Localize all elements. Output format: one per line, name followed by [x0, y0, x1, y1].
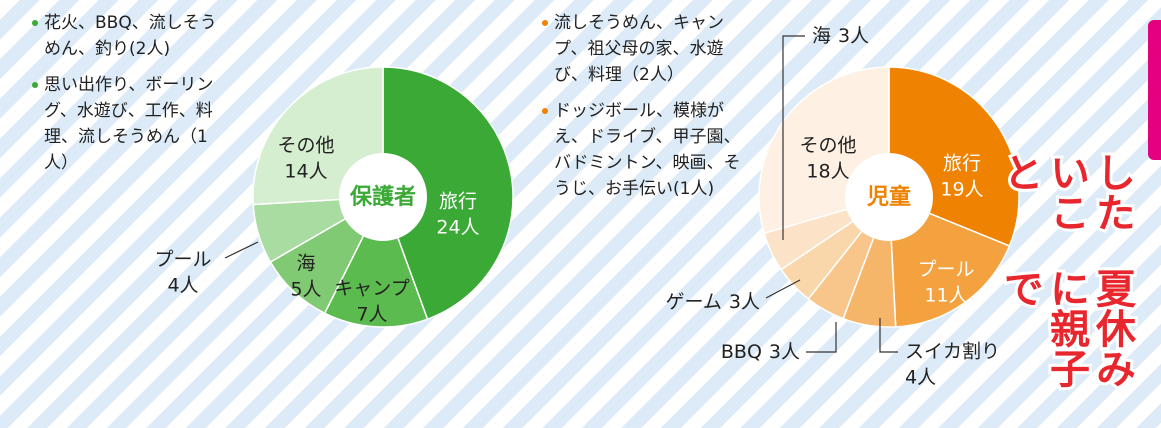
note: 流しそうめん、キャンプ、祖父母の家、水遊び、料理（2人）	[540, 10, 745, 88]
title: 夏休みに親子で したいこと	[994, 12, 1138, 428]
category-label: キャンプ	[334, 278, 409, 300]
pie-title: 児童	[866, 184, 911, 210]
category-label: その他	[799, 135, 856, 157]
value-label: 18人	[806, 161, 849, 183]
child-notes: 流しそうめん、キャンプ、祖父母の家、水遊び、料理（2人） ドッジボール、模様がえ…	[540, 10, 745, 212]
value-label: 19人	[940, 179, 983, 201]
leader-line	[765, 279, 801, 299]
note-text: 思い出作り、ボーリング、水遊び、工作、料理、流しそうめん（1人）	[44, 75, 214, 173]
value-label: 4人	[167, 275, 198, 297]
category-label: その他	[277, 135, 334, 157]
parent-notes: 花火、BBQ、流しそうめん、釣り(2人) 思い出作り、ボーリング、水遊び、工作、…	[30, 10, 230, 186]
title-line: したいこと	[994, 149, 1138, 235]
category-label: 旅行	[439, 191, 477, 213]
leader-line	[879, 318, 898, 353]
category-label: 海	[812, 25, 831, 47]
value-label: 14人	[284, 161, 327, 183]
note: ドッジボール、模様がえ、ドライブ、甲子園、バドミントン、映画、そうじ、お手伝い(…	[540, 98, 745, 202]
note: 思い出作り、ボーリング、水遊び、工作、料理、流しそうめん（1人）	[30, 72, 230, 176]
category-label: 旅行	[943, 153, 981, 175]
pie-center	[845, 153, 933, 241]
value-label: 11人	[924, 285, 967, 307]
note: 花火、BBQ、流しそうめん、釣り(2人)	[30, 10, 230, 62]
leader-line	[782, 35, 805, 240]
note-text: 流しそうめん、キャンプ、祖父母の家、水遊び、料理（2人）	[554, 13, 724, 85]
category-label: プール	[917, 259, 974, 281]
pie-center	[339, 153, 427, 241]
title-line: 夏休みに親子で	[994, 265, 1138, 391]
leader-line	[224, 241, 259, 259]
value-label: 3人	[729, 291, 760, 313]
tab	[1148, 20, 1161, 160]
category-label: 海	[296, 253, 315, 275]
pie-title: 保護者	[349, 184, 416, 210]
pie-slice	[382, 66, 514, 321]
pie-slice	[888, 195, 1011, 328]
slice-label: BBQ 3人	[721, 341, 800, 363]
category-label: プール	[154, 249, 211, 271]
value-label: 7人	[356, 304, 387, 326]
note-text: ドッジボール、模様がえ、ドライブ、甲子園、バドミントン、映画、そうじ、お手伝い(…	[554, 101, 741, 199]
note-text: 花火、BBQ、流しそうめん、釣り(2人)	[44, 13, 217, 59]
leader-line	[806, 322, 837, 353]
slice-label: ゲーム 3人	[665, 291, 760, 313]
value-label: 24人	[436, 217, 479, 239]
slice-label: 海 3人	[812, 25, 869, 47]
category-label: BBQ	[721, 341, 762, 363]
value-label: 3人	[838, 25, 869, 47]
value-label: 4人	[905, 367, 936, 389]
pie-slice	[323, 195, 429, 328]
category-label: スイカ割り	[905, 341, 1000, 363]
value-label: 5人	[290, 279, 321, 301]
category-label: ゲーム	[665, 291, 721, 313]
value-label: 3人	[769, 341, 800, 363]
